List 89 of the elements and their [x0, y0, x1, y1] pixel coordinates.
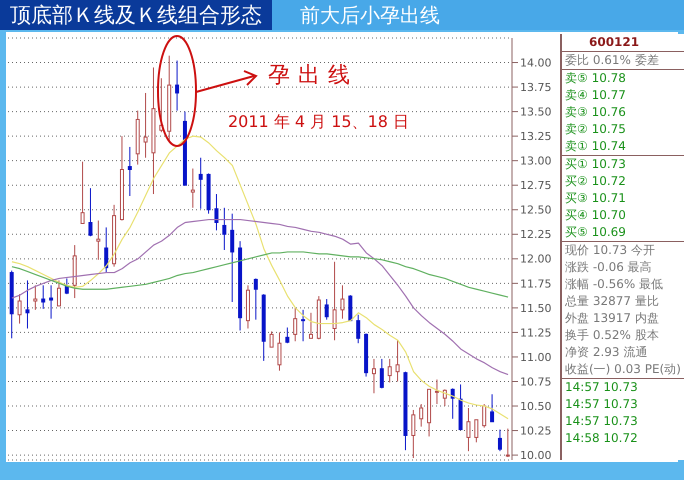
y-tick-label: 10.00 — [520, 449, 552, 462]
candlestick — [222, 207, 226, 250]
text: 外盘 13917 内盘 — [565, 310, 659, 327]
text: 14:57 10.73 — [565, 396, 638, 413]
candlestick — [214, 194, 218, 231]
y-tick-label: 11.75 — [520, 277, 552, 290]
candlestick — [25, 280, 30, 329]
text: 14:57 10.73 — [565, 413, 638, 430]
candlestick — [506, 428, 510, 458]
text: 委比 0.61% 委差 — [565, 52, 659, 69]
text: 14:58 10.72 — [565, 430, 638, 447]
text: 总量 32877 量比 — [565, 293, 659, 310]
text: 卖① 10.74 — [565, 138, 626, 155]
candlestick — [411, 409, 416, 459]
candlestick — [372, 358, 376, 394]
candlestick — [340, 284, 344, 320]
y-tick-label: 13.75 — [520, 80, 552, 94]
candlestick — [308, 312, 313, 339]
candlestick — [18, 294, 22, 324]
candlestick — [356, 314, 360, 344]
text: 卖⑤ 10.78 — [565, 70, 626, 87]
candlestick — [270, 330, 274, 348]
y-tick-label: 10.50 — [520, 400, 552, 413]
candlestick — [49, 284, 54, 320]
candlestick — [175, 60, 180, 112]
text: 净资 2.93 流通 — [565, 344, 648, 361]
text: 买⑤ 10.69 — [565, 224, 626, 241]
text: 卖④ 10.77 — [565, 87, 626, 104]
candlestick — [56, 280, 61, 306]
candlestick — [293, 307, 298, 342]
y-tick-label: 12.75 — [520, 179, 552, 192]
candlestick — [396, 340, 400, 382]
annotation: 2011 年 4 月 15、18 日 — [228, 112, 410, 133]
candlestick — [230, 213, 234, 302]
text: 现价 10.73 今开 — [565, 242, 655, 259]
annotation: 孕出线 — [268, 62, 358, 90]
candlestick — [474, 419, 478, 443]
candlestick — [301, 309, 306, 342]
text: 涨跌 -0.06 最高 — [565, 259, 652, 276]
text: 卖③ 10.76 — [565, 104, 626, 121]
candlestick — [324, 298, 329, 320]
y-tick-label: 14.00 — [520, 56, 552, 70]
candlestick — [490, 394, 494, 422]
line-series — [11, 251, 509, 298]
text: 买④ 10.70 — [565, 207, 626, 224]
candlestick — [41, 284, 46, 310]
candlestick — [33, 284, 38, 310]
y-tick-label: 11.50 — [520, 302, 552, 315]
y-tick-label: 13.50 — [520, 106, 552, 119]
chart-subtitle: 前大后小孕出线 — [300, 2, 440, 29]
text: 买③ 10.71 — [565, 190, 626, 207]
candlestick — [88, 188, 92, 237]
chart-title: 顶底部Ｋ线及Ｋ线组合形态 — [0, 0, 272, 30]
candlestick — [498, 429, 502, 452]
y-tick-label: 12.00 — [520, 252, 552, 266]
candlestick — [190, 168, 195, 208]
line-series — [11, 136, 509, 420]
candlestick — [332, 261, 337, 341]
text: 买① 10.73 — [565, 156, 626, 173]
text: 收益(一) 0.03 PE(动) — [565, 361, 681, 378]
y-tick-label: 10.25 — [520, 424, 552, 438]
text: 换手 0.52% 股本 — [565, 327, 659, 344]
candlestick — [80, 161, 85, 224]
candlestick — [388, 358, 392, 383]
candlestick — [482, 404, 486, 428]
y-tick-label: 10.75 — [520, 375, 552, 388]
candlestick — [96, 220, 100, 260]
text: 600121 — [588, 34, 640, 51]
candlestick — [466, 407, 470, 452]
candlestick — [285, 327, 290, 344]
text: 14:57 10.73 — [565, 379, 638, 396]
y-tick-label: 11.25 — [520, 326, 552, 340]
y-tick-label: 11.00 — [520, 350, 552, 364]
text: 卖② 10.75 — [565, 121, 626, 138]
candlestick — [277, 332, 282, 372]
text: 涨幅 -0.56% 最低 — [565, 276, 664, 293]
y-tick-label: 12.25 — [520, 228, 552, 242]
candlestick — [434, 379, 439, 405]
candlestick — [104, 226, 108, 274]
candlestick — [128, 146, 132, 197]
y-tick-label: 13.00 — [520, 154, 552, 168]
candlestick — [419, 404, 424, 428]
y-tick-label: 12.50 — [520, 204, 552, 217]
text: 买② 10.72 — [565, 173, 626, 190]
candlestick — [144, 92, 148, 158]
y-tick-label: 13.25 — [520, 130, 552, 144]
candlestick — [380, 358, 384, 389]
candlestick — [198, 157, 203, 210]
candlestick — [254, 278, 258, 320]
